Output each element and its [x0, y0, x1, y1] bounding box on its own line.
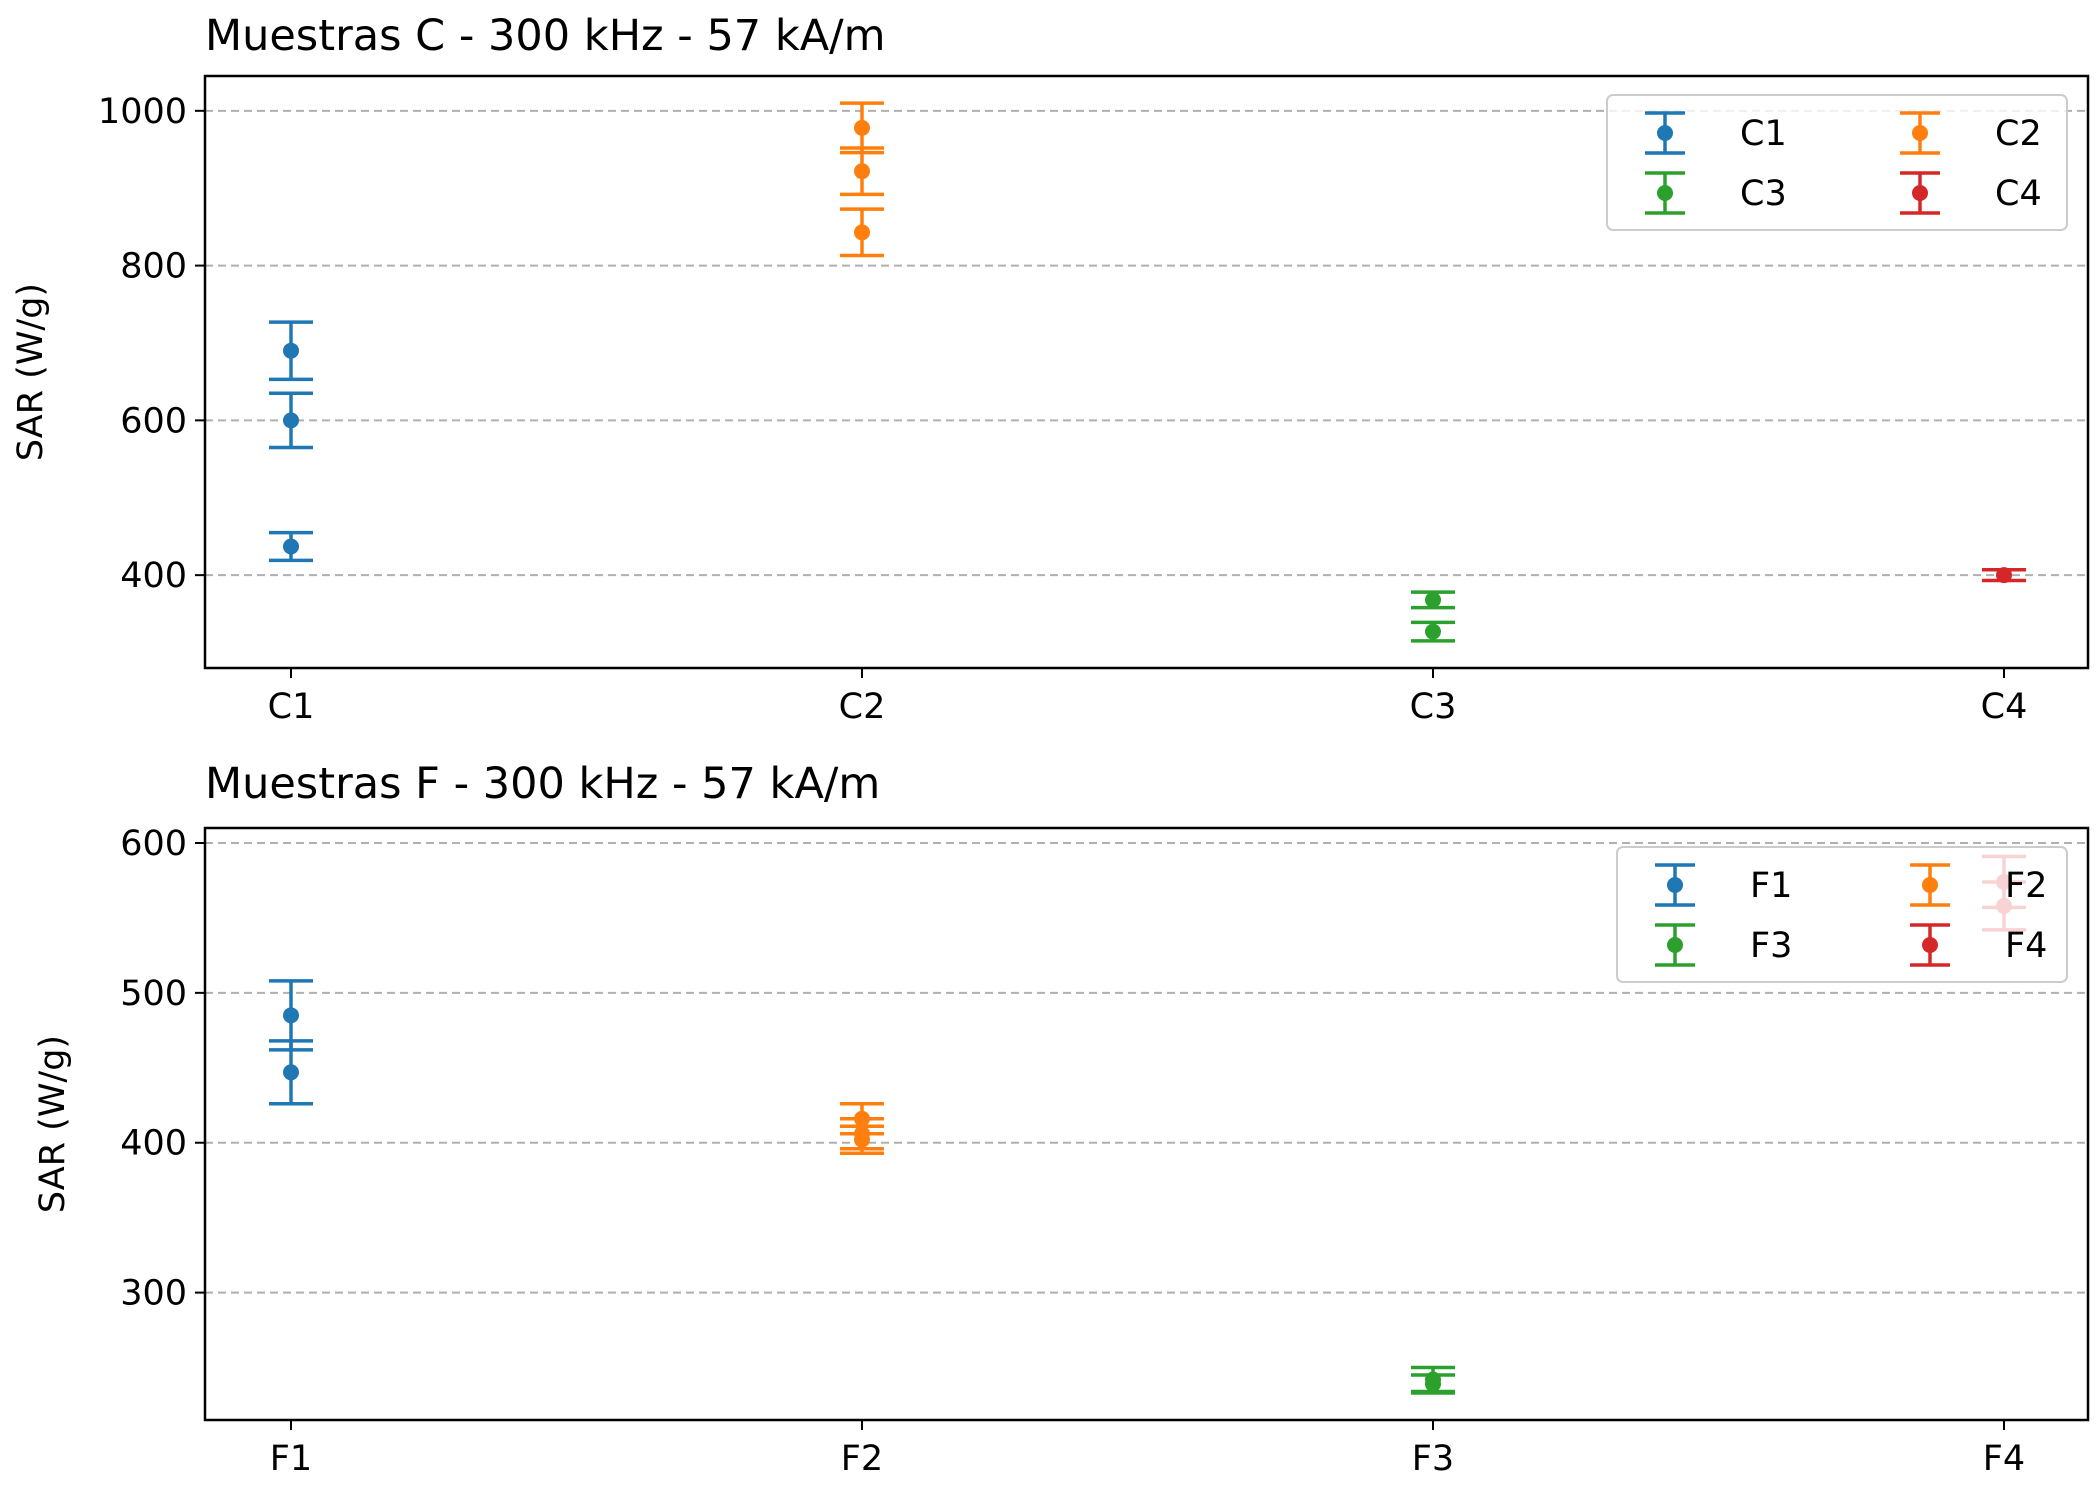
legend-label: F2: [2005, 866, 2047, 906]
legend-label: F3: [1750, 926, 1792, 966]
legend-label: C2: [1995, 114, 2042, 154]
legend-box: [1606, 94, 2068, 231]
legend-entry-c4: C4: [1900, 171, 2042, 215]
y-tick-label: 600: [120, 401, 187, 441]
series-f2: [840, 1102, 884, 1155]
chart-title: Muestras C - 300 kHz - 57 kA/m: [205, 11, 886, 61]
series-c2: [840, 101, 884, 258]
legend-marker: [1912, 185, 1928, 201]
legend-entry-c3: C3: [1645, 171, 1787, 215]
x-tick-label: C2: [839, 687, 886, 727]
series-c1: [269, 320, 313, 563]
legend-label: C1: [1740, 114, 1787, 154]
data-point: [1425, 591, 1441, 608]
y-tick-label: 300: [120, 1274, 187, 1314]
legend-marker: [1657, 125, 1673, 141]
chart-panel-2: Muestras F - 300 kHz - 57 kA/m 300 400 500 6…: [33, 759, 2090, 1479]
x-tick-label: C4: [1981, 687, 2028, 727]
x-tick-label: C3: [1410, 687, 1457, 727]
legend-entry-f1: F1: [1655, 863, 1792, 907]
legend-entry-c2: C2: [1900, 111, 2042, 155]
legend-label: C4: [1995, 174, 2042, 214]
legend-label: C3: [1740, 174, 1787, 214]
legend-marker: [1657, 185, 1673, 201]
data-point: [854, 119, 870, 136]
series-f3: [1411, 1365, 1455, 1395]
legend-marker: [1922, 937, 1938, 953]
data-point: [1425, 623, 1441, 640]
y-tick-label: 400: [120, 556, 187, 596]
axes-frame: [203, 74, 2090, 670]
chart-title: Muestras F - 300 kHz - 57 kA/m: [205, 759, 880, 809]
data-point: [283, 1007, 299, 1024]
legend-entry-c1: C1: [1645, 111, 1787, 155]
x-tick-label: F3: [1412, 1439, 1454, 1479]
y-tick-label: 1000: [98, 92, 187, 132]
data-point: [283, 412, 299, 429]
series-c4: [1982, 567, 2026, 584]
legend-entry-f4: F4: [1910, 923, 2047, 967]
legend-marker: [1922, 877, 1938, 893]
legend: C1 C2 C3 C4: [1606, 94, 2068, 231]
y-axis-label: SAR (W/g): [33, 1035, 73, 1213]
legend-box: [1616, 846, 2068, 983]
data-point: [283, 1064, 299, 1081]
y-tick-label: 500: [120, 974, 187, 1014]
legend-entry-f2: F2: [1910, 863, 2047, 907]
y-tick-label: 600: [120, 824, 187, 864]
data-point: [854, 224, 870, 241]
series-c3: [1411, 590, 1455, 643]
legend-label: F4: [2005, 926, 2047, 966]
legend-entry-f3: F3: [1655, 923, 1792, 967]
x-tick-label: F4: [1983, 1439, 2025, 1479]
data-point: [1425, 1376, 1441, 1393]
data-point: [283, 538, 299, 555]
data-point: [283, 342, 299, 359]
y-tick-label: 800: [120, 247, 187, 287]
axes-frame: [203, 826, 2090, 1422]
chart-panel-1: Muestras C - 300 kHz - 57 kA/m 400 600 800 1…: [11, 11, 2090, 727]
x-tick-label: C1: [268, 687, 315, 727]
legend-marker: [1667, 937, 1683, 953]
legend: F1 F2 F3 F4: [1616, 846, 2068, 983]
data-point: [854, 1131, 870, 1148]
legend-label: F1: [1750, 866, 1792, 906]
y-axis-label: SAR (W/g): [11, 283, 51, 461]
legend-marker: [1912, 125, 1928, 141]
x-tick-label: F2: [841, 1439, 883, 1479]
data-point: [854, 163, 870, 180]
y-tick-label: 400: [120, 1124, 187, 1164]
data-point: [1996, 567, 2012, 584]
series-f1: [269, 979, 313, 1106]
legend-marker: [1667, 877, 1683, 893]
x-tick-label: F1: [270, 1439, 312, 1479]
